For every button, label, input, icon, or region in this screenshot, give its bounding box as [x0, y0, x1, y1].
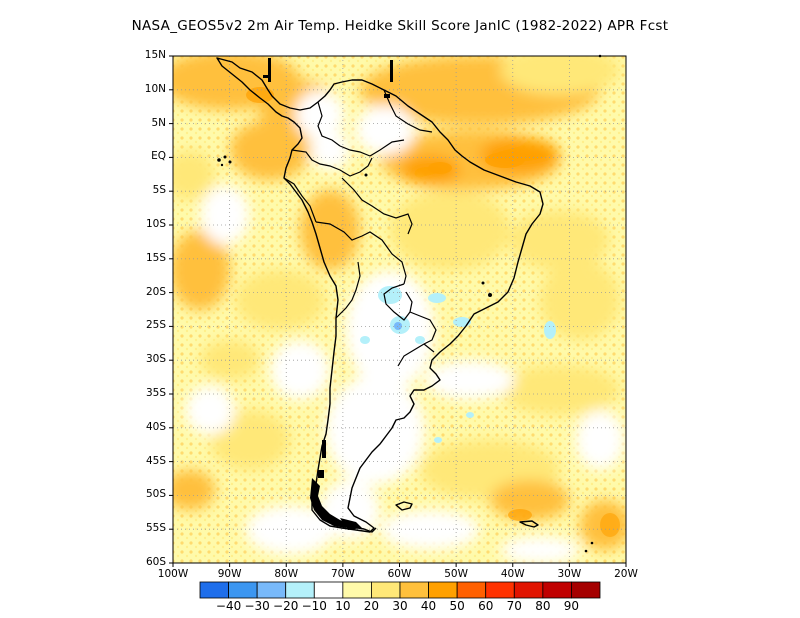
- colorbar-swatch: [485, 581, 515, 599]
- colorbar-swatch: [371, 581, 401, 599]
- lat-label: 5N: [151, 116, 166, 129]
- colorbar-swatch: [228, 581, 258, 599]
- southern-islands: [310, 440, 362, 530]
- colorbar-label: 80: [535, 599, 551, 613]
- lon-label: 100W: [157, 568, 189, 580]
- colorbar-swatch: [313, 581, 344, 599]
- colorbar-label: 60: [478, 599, 494, 613]
- shaded-field: [173, 56, 626, 563]
- colorbar-label: 40: [420, 599, 437, 613]
- lat-label: 55S: [145, 522, 166, 535]
- map-title: NASA_GEOS5v2 2m Air Temp. Heidke Skill S…: [131, 18, 669, 34]
- colorbar-label: 10: [335, 599, 351, 613]
- lat-label: 40S: [145, 420, 166, 433]
- colorbar-label: 20: [363, 599, 380, 613]
- colorbar-label: −30: [244, 599, 270, 613]
- colorbar-swatch: [542, 581, 572, 599]
- colorbar-label: 30: [392, 599, 408, 613]
- colorbar-swatch: [256, 581, 287, 599]
- colorbar-swatch: [428, 581, 458, 599]
- colorbar-swatch: [571, 581, 601, 599]
- colorbar-swatch: [342, 581, 372, 599]
- lat-label: 30S: [145, 353, 166, 366]
- lon-label: 30W: [557, 568, 582, 580]
- lon-label: 60W: [387, 568, 412, 580]
- lat-label: 45S: [145, 454, 166, 467]
- colorbar-label: 70: [506, 599, 522, 613]
- lat-label: 50S: [145, 488, 166, 501]
- colorbar: [199, 581, 601, 599]
- colorbar-swatch: [285, 581, 315, 599]
- colorbar-label: −10: [301, 599, 327, 613]
- lat-label: 10S: [145, 218, 166, 230]
- colorbar-swatch: [456, 581, 487, 599]
- colorbar-label: 90: [563, 599, 580, 613]
- country-borders: [283, 89, 437, 367]
- axis-ticks: [169, 55, 627, 567]
- lon-label: 40W: [500, 568, 525, 580]
- colorbar-label: −40: [215, 599, 242, 613]
- lat-label: EQ: [151, 150, 166, 163]
- colorbar-swatch: [199, 581, 229, 599]
- lat-label: 15S: [145, 251, 166, 264]
- colorbar-label: −20: [273, 599, 299, 613]
- lat-label: 10N: [144, 82, 166, 95]
- lat-label: 25S: [145, 319, 166, 332]
- lon-label: 80W: [274, 568, 299, 580]
- lon-label: 90W: [217, 568, 242, 580]
- colorbar-swatch: [513, 581, 544, 599]
- lon-label: 20W: [614, 568, 638, 580]
- colorbar-label: 50: [449, 599, 465, 613]
- lon-label: 70W: [331, 568, 355, 580]
- islands: [217, 54, 602, 553]
- lat-label: 5S: [152, 184, 166, 197]
- lat-label: 20S: [145, 285, 166, 298]
- lat-label: 35S: [145, 387, 166, 399]
- lat-label: 15N: [144, 49, 166, 61]
- lat-label: 60S: [145, 556, 166, 568]
- lon-label: 50W: [444, 568, 468, 580]
- colorbar-swatch: [399, 581, 429, 599]
